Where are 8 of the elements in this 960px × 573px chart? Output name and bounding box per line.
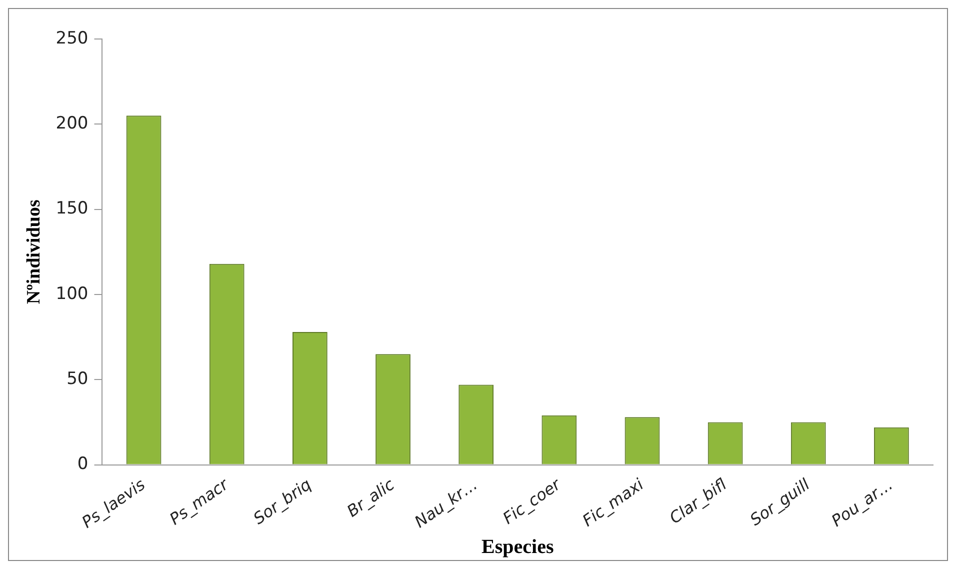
x-axis-title: Especies xyxy=(482,536,554,558)
y-tick-label: 50 xyxy=(66,369,88,390)
y-axis-title: Nºindividuos xyxy=(23,200,44,304)
y-tick-label: 0 xyxy=(77,454,88,474)
y-tick-label: 100 xyxy=(56,284,88,304)
y-tick-label: 250 xyxy=(56,28,88,48)
y-tick-label: 200 xyxy=(56,114,88,134)
y-tick-label: 150 xyxy=(56,198,88,219)
